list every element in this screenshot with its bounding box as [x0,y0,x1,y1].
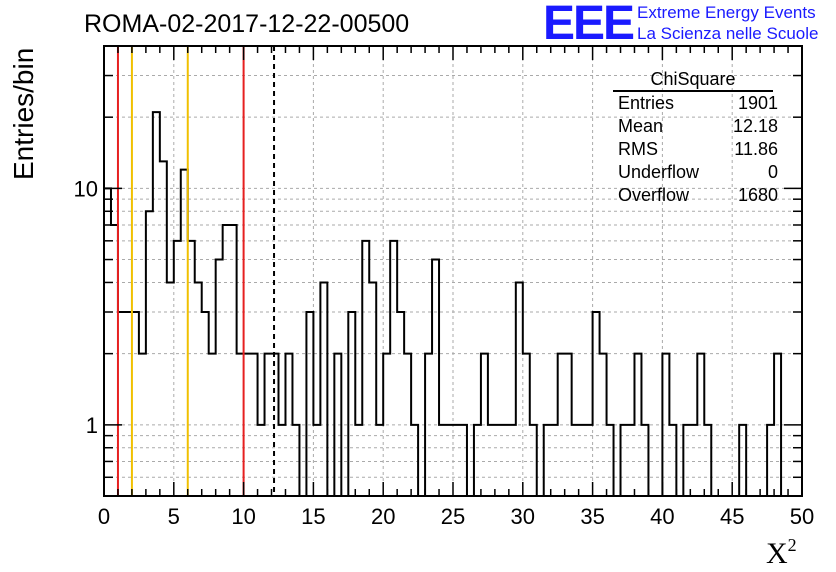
y-tick-label: 10 [74,176,98,201]
stats-row-overflow: Overflow 1680 [610,184,778,207]
y-tick-label: 1 [86,413,98,438]
eee-logo: EEE [543,0,635,50]
x-tick-label: 20 [371,504,395,529]
x-tick-label: 10 [231,504,255,529]
stats-row-entries: Entries 1901 [610,92,778,115]
stats-value: 0 [767,162,778,182]
stats-label: Underflow [618,162,700,182]
x-tick-label: 25 [441,504,465,529]
stats-label: RMS [618,139,658,159]
chart-title: ROMA-02-2017-12-22-00500 [84,10,410,38]
x-tick-label: 35 [580,504,604,529]
stats-label: Overflow [618,185,690,205]
x-axis-label-sup: 2 [787,535,797,555]
x-tick-label: 50 [790,504,814,529]
x-tick-label: 5 [168,504,180,529]
x-axis-label-base: X [766,537,788,570]
x-tick-label: 0 [98,504,110,529]
stats-label: Mean [618,116,664,136]
stats-row-underflow: Underflow 0 [610,161,778,184]
x-tick-label: 45 [720,504,744,529]
stats-box-name: ChiSquare [613,68,773,92]
stats-value: 1680 [737,185,778,205]
x-tick-label: 40 [650,504,674,529]
stats-value: 11.86 [734,139,778,159]
x-tick-label: 15 [301,504,325,529]
stats-row-rms: RMS 11.86 [610,138,778,161]
logo-text: Extreme Energy Events La Scienza nelle S… [637,2,818,44]
stats-value: 12.18 [732,116,778,136]
stats-value: 1901 [737,93,778,113]
histogram-line [103,111,802,497]
x-tick-label: 30 [511,504,535,529]
stats-row-mean: Mean 12.18 [610,115,778,138]
stats-box: ChiSquare Entries 1901 Mean 12.18 RMS 11.86… [610,68,782,207]
stats-label: Entries [618,93,675,113]
logo-line-2: La Scienza nelle Scuole [637,24,819,43]
logo-line-1: Extreme Energy Events [637,3,816,22]
x-axis-label: X2 [766,535,797,571]
